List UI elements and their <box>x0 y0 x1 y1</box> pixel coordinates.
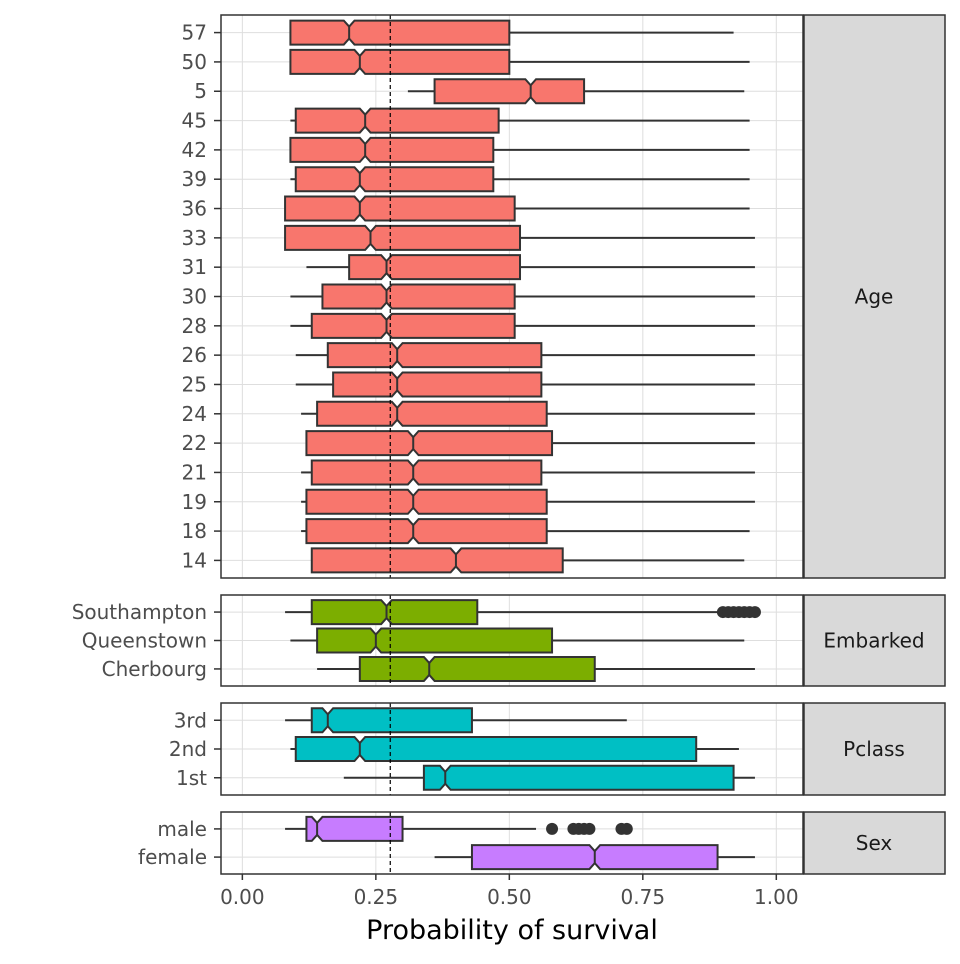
y-tick-label: Queenstown <box>82 629 207 653</box>
y-tick-label: 26 <box>182 343 207 367</box>
y-tick-label: female <box>138 845 207 869</box>
box-age-36 <box>284 195 516 222</box>
x-tick-label: 0.00 <box>220 885 265 909</box>
strip-pclass <box>803 702 946 796</box>
box-age-57 <box>289 19 511 46</box>
x-tick-label: 0.50 <box>487 885 532 909</box>
y-tick-label: 31 <box>182 255 207 279</box>
box-age-22 <box>305 430 554 457</box>
box-age-33 <box>284 224 522 251</box>
strip-label-pclass: Pclass <box>843 737 905 761</box>
strip-label-age: Age <box>855 285 894 309</box>
strip-sex <box>803 811 946 875</box>
panel-border-age <box>220 14 804 579</box>
box-age-39 <box>294 166 495 193</box>
y-tick-label: 1st <box>176 766 207 790</box>
box-age-14 <box>310 547 564 574</box>
box-age-24 <box>316 400 548 427</box>
box-age-26 <box>326 342 543 369</box>
box-age-42 <box>289 136 495 163</box>
box-age-19 <box>305 488 548 515</box>
y-tick-label: 36 <box>182 197 207 221</box>
y-tick-label: Southampton <box>72 600 207 624</box>
y-tick-label: 22 <box>182 431 207 455</box>
box-age-21 <box>310 459 543 486</box>
y-tick-label: 39 <box>182 167 207 191</box>
panel-border-embarked <box>220 594 804 687</box>
y-tick-label: 45 <box>182 109 207 133</box>
box-embarked-queenstown <box>316 627 554 654</box>
box-age-5 <box>433 78 586 105</box>
y-tick-label: 21 <box>182 460 207 484</box>
box-age-31 <box>348 254 522 281</box>
y-tick-label: 18 <box>182 519 207 543</box>
outlier-point <box>546 822 559 835</box>
strip-label-embarked: Embarked <box>823 629 924 653</box>
strip-age <box>803 14 946 579</box>
y-tick-label: 19 <box>182 490 207 514</box>
x-tick-label: 0.25 <box>354 885 399 909</box>
box-age-25 <box>332 371 543 398</box>
x-tick-label: 1.00 <box>754 885 799 909</box>
strip-label-sex: Sex <box>856 831 893 855</box>
box-age-50 <box>289 48 511 75</box>
y-tick-label: 28 <box>182 314 207 338</box>
y-tick-label: 50 <box>182 50 207 74</box>
y-tick-label: 14 <box>182 548 207 572</box>
outlier-point <box>583 822 596 835</box>
x-axis-title: Probability of survival <box>366 915 658 946</box>
box-pclass-1st <box>422 764 735 791</box>
y-tick-label: 3rd <box>174 708 207 732</box>
y-tick-label: 25 <box>182 372 207 396</box>
strip-embarked <box>803 594 946 687</box>
box-embarked-southampton <box>310 599 479 626</box>
y-tick-label: 5 <box>194 79 207 103</box>
x-tick-label: 0.75 <box>621 885 666 909</box>
outlier-point <box>748 606 761 619</box>
y-tick-label: 30 <box>182 285 207 309</box>
y-tick-label: 57 <box>182 21 207 45</box>
y-tick-label: Cherbourg <box>102 657 207 681</box>
y-tick-label: 2nd <box>169 737 207 761</box>
y-tick-label: 24 <box>182 402 207 426</box>
panel-border-pclass <box>220 702 804 796</box>
y-tick-label: 33 <box>182 226 207 250</box>
box-embarked-cherbourg <box>358 655 596 682</box>
box-age-28 <box>310 312 516 339</box>
outlier-point <box>620 822 633 835</box>
box-pclass-3rd <box>310 707 473 734</box>
box-age-18 <box>305 518 548 545</box>
y-tick-label: male <box>157 817 207 841</box>
box-sex-male <box>305 815 404 842</box>
panel-border-sex <box>220 811 804 875</box>
box-age-45 <box>294 107 500 134</box>
box-pclass-2nd <box>294 736 698 762</box>
box-age-30 <box>321 283 516 310</box>
y-tick-label: 42 <box>182 138 207 162</box>
